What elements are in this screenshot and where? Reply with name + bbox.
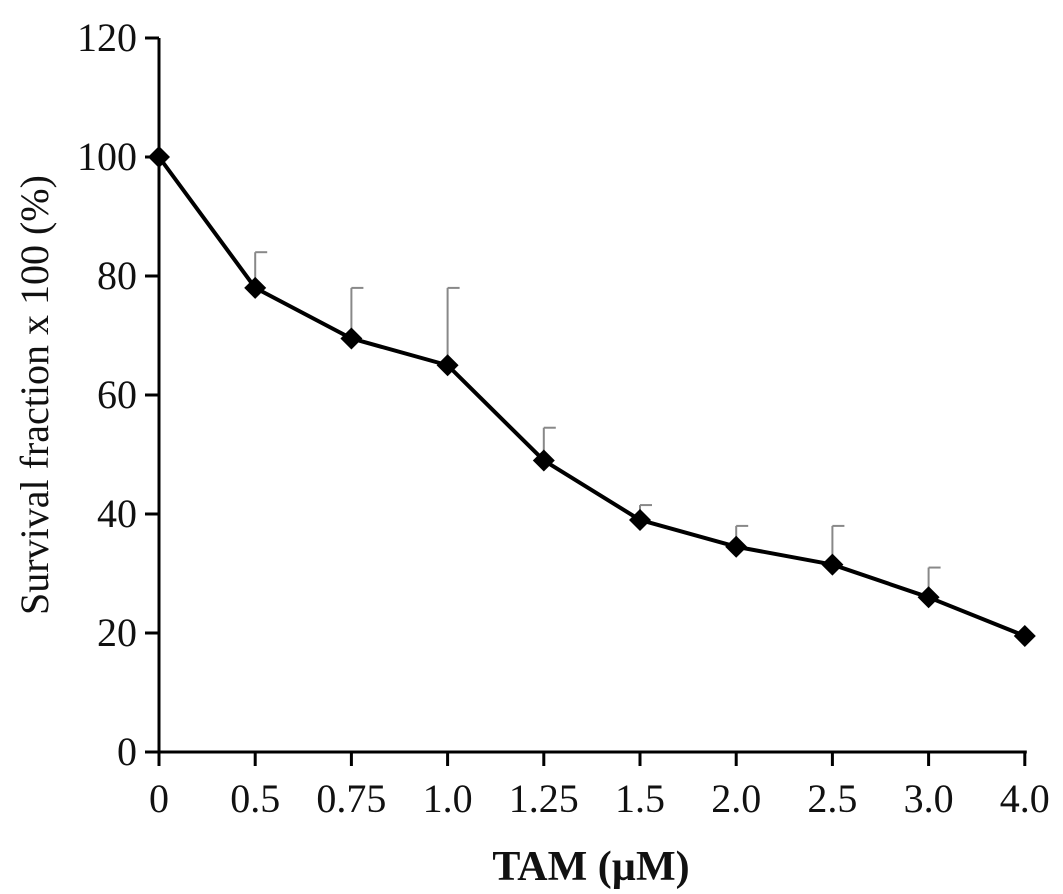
axes xyxy=(157,38,1027,754)
data-point-marker xyxy=(1013,624,1036,647)
data-point-marker xyxy=(917,586,940,609)
data-point-marker xyxy=(821,553,844,576)
x-axis-title: TAM (µM) xyxy=(492,844,689,890)
y-tick-label: 0 xyxy=(117,729,137,774)
data-point-marker xyxy=(629,508,651,531)
data-point-marker xyxy=(436,354,459,377)
data-markers xyxy=(148,146,1036,647)
y-tick-label: 40 xyxy=(97,491,137,536)
x-tick-label: 1.25 xyxy=(509,776,579,821)
x-tick-label: 0.5 xyxy=(230,776,280,821)
x-tick-label: 2.0 xyxy=(711,776,761,821)
y-tick-label: 100 xyxy=(77,134,137,179)
data-point-marker xyxy=(244,276,267,299)
x-tick-label: 4.0 xyxy=(1000,776,1050,821)
y-tick-label: 60 xyxy=(97,372,137,417)
data-point-marker xyxy=(725,535,748,558)
series-line xyxy=(157,155,1026,638)
x-tick-label: 3.0 xyxy=(904,776,954,821)
x-tick-label: 0.75 xyxy=(316,776,386,821)
x-tick-label: 1.0 xyxy=(423,776,473,821)
y-tick-label: 80 xyxy=(97,253,137,298)
data-series xyxy=(157,155,1026,638)
x-tick-label: 2.5 xyxy=(807,776,857,821)
x-ticks: 0 0.5 0.75 1.0 1.25 1.5 2.0 2.5 3.0 4.0 xyxy=(149,752,1050,821)
y-tick-label: 120 xyxy=(77,15,137,60)
data-point-marker xyxy=(148,146,170,168)
y-tick-label: 20 xyxy=(97,610,137,655)
y-axis-title: Survival fraction x 100 (%) xyxy=(12,175,57,615)
x-tick-label: 0 xyxy=(149,776,169,821)
x-tick-label: 1.5 xyxy=(615,776,665,821)
y-ticks: 0 20 40 60 80 100 120 xyxy=(77,15,159,774)
data-point-marker xyxy=(340,327,363,350)
error-bars xyxy=(254,251,941,598)
data-point-marker xyxy=(532,449,555,472)
